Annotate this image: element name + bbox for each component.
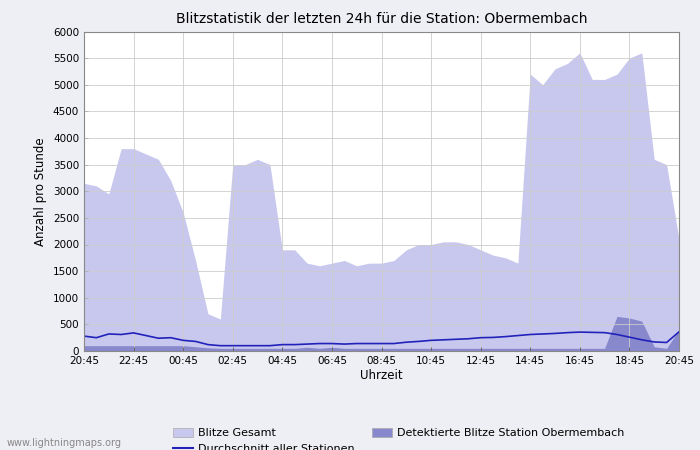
X-axis label: Uhrzeit: Uhrzeit — [360, 369, 402, 382]
Y-axis label: Anzahl pro Stunde: Anzahl pro Stunde — [34, 137, 48, 246]
Title: Blitzstatistik der letzten 24h für die Station: Obermembach: Blitzstatistik der letzten 24h für die S… — [176, 12, 587, 26]
Legend: Blitze Gesamt, Durchschnitt aller Stationen, Detektierte Blitze Station Obermemb: Blitze Gesamt, Durchschnitt aller Statio… — [173, 428, 624, 450]
Text: www.lightningmaps.org: www.lightningmaps.org — [7, 438, 122, 448]
